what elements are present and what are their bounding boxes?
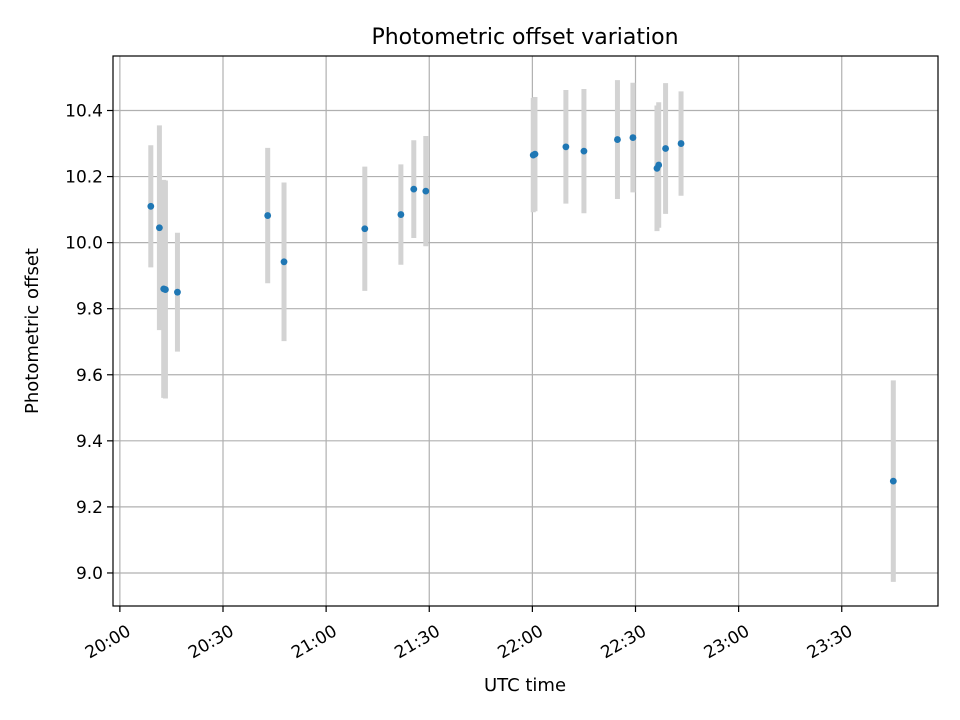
data-point bbox=[410, 185, 418, 193]
x-axis-ticks: 20:00 20:30 21:00 21:30 22:00 22:30 23:00 23:30 bbox=[82, 606, 856, 663]
plot-area-frame bbox=[112, 55, 939, 607]
data-point bbox=[614, 136, 621, 143]
x-tick-label: 22:30 bbox=[598, 621, 650, 663]
data-point bbox=[531, 150, 539, 158]
data-point bbox=[629, 134, 637, 141]
data-point bbox=[397, 211, 405, 218]
x-tick-label: 20:00 bbox=[82, 621, 134, 663]
data-point bbox=[280, 258, 288, 266]
y-tick-label: 9.2 bbox=[76, 498, 103, 518]
x-tick-label: 20:30 bbox=[185, 621, 237, 663]
data-point bbox=[580, 147, 588, 155]
x-tick-label: 23:00 bbox=[701, 621, 753, 663]
y-axis-ticks: 9.0 9.2 9.4 9.6 9.8 10.0 10.2 10.4 bbox=[65, 102, 113, 584]
chart-title: Photometric offset variation bbox=[371, 25, 678, 50]
data-point bbox=[662, 145, 669, 152]
data-point bbox=[147, 202, 155, 210]
y-axis-label: Photometric offset bbox=[22, 248, 43, 414]
grid bbox=[113, 56, 938, 606]
data-point bbox=[422, 187, 430, 195]
x-axis-label: UTC time bbox=[484, 675, 566, 696]
x-tick-label: 21:30 bbox=[391, 621, 443, 663]
data-point bbox=[562, 143, 570, 151]
x-tick-label: 23:30 bbox=[804, 621, 856, 663]
y-tick-label: 9.4 bbox=[76, 432, 103, 452]
x-tick-label: 21:00 bbox=[288, 621, 340, 663]
data-points bbox=[147, 134, 897, 485]
y-tick-label: 10.0 bbox=[65, 234, 103, 254]
data-point bbox=[361, 225, 369, 233]
data-point bbox=[655, 161, 663, 169]
data-point bbox=[156, 224, 163, 232]
data-point bbox=[889, 477, 897, 485]
y-tick-label: 9.6 bbox=[76, 366, 103, 386]
y-tick-label: 10.2 bbox=[65, 168, 103, 188]
data-point bbox=[264, 212, 272, 219]
y-tick-label: 10.4 bbox=[65, 102, 103, 122]
data-point bbox=[677, 140, 685, 147]
data-point bbox=[162, 286, 169, 293]
y-tick-label: 9.0 bbox=[76, 564, 103, 584]
data-point bbox=[174, 288, 181, 296]
y-tick-label: 9.8 bbox=[76, 300, 103, 320]
x-tick-label: 22:00 bbox=[494, 621, 546, 663]
